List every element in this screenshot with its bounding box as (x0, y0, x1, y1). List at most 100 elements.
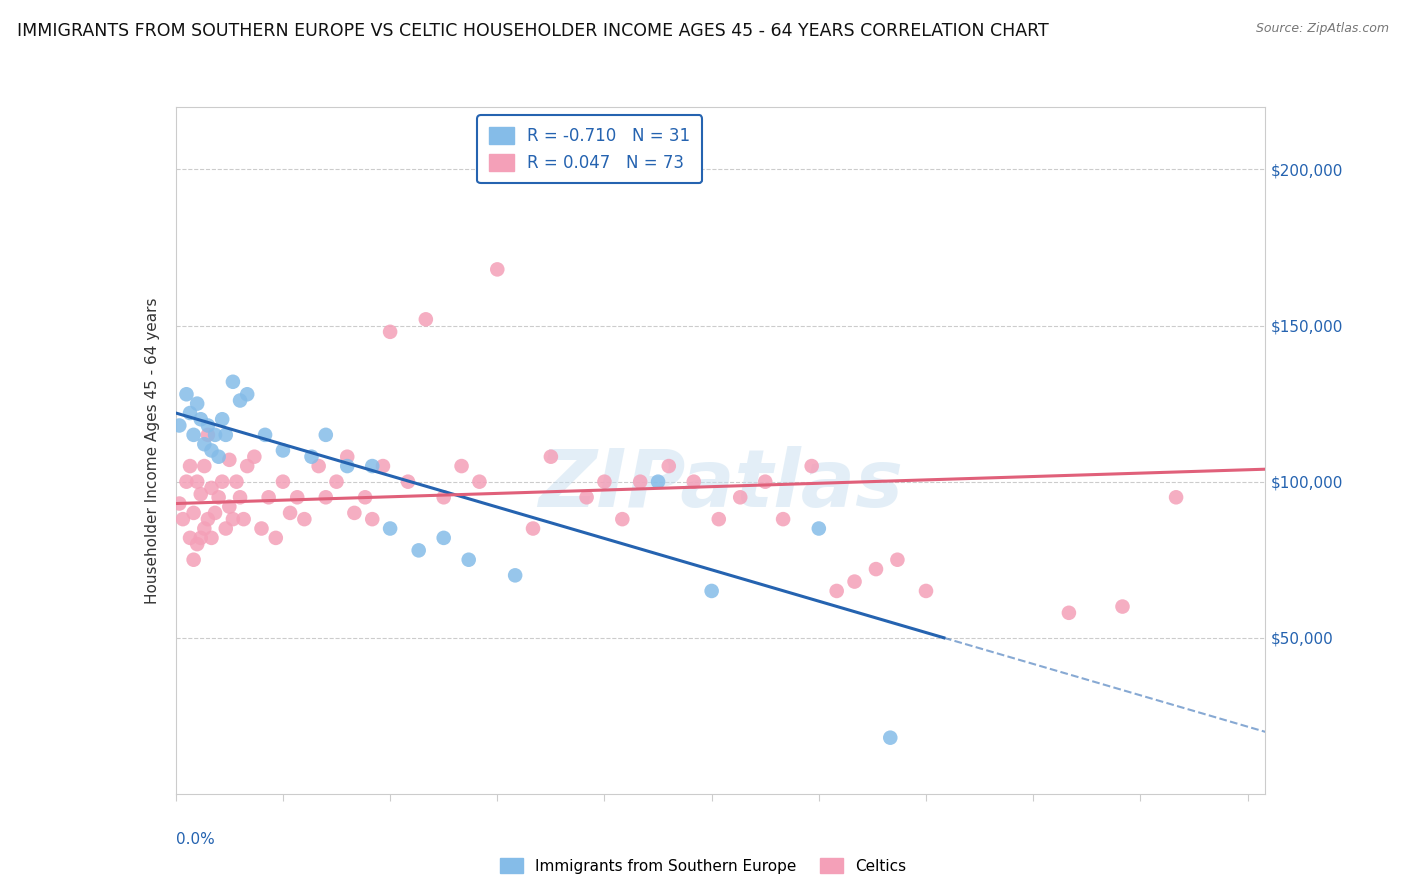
Text: IMMIGRANTS FROM SOUTHERN EUROPE VS CELTIC HOUSEHOLDER INCOME AGES 45 - 64 YEARS : IMMIGRANTS FROM SOUTHERN EUROPE VS CELTI… (17, 22, 1049, 40)
Point (186, 537, 208, 551)
Point (172, 512, 194, 526)
Point (285, 490, 308, 504)
Point (225, 475, 247, 489)
Point (682, 475, 704, 489)
Point (879, 731, 901, 745)
Point (575, 490, 598, 504)
Point (197, 512, 219, 526)
Point (292, 512, 315, 526)
Point (183, 552, 205, 567)
Point (807, 521, 830, 535)
Point (179, 458, 201, 473)
Point (186, 396, 208, 410)
Point (190, 412, 212, 426)
Point (361, 458, 384, 473)
Point (169, 496, 191, 510)
Point (844, 574, 866, 589)
Point (378, 521, 401, 535)
Point (232, 512, 254, 526)
Point (271, 443, 294, 458)
Point (211, 475, 233, 489)
Point (700, 583, 723, 598)
Point (450, 458, 472, 473)
Point (229, 393, 252, 408)
Point (197, 418, 219, 433)
Point (361, 512, 384, 526)
Point (800, 458, 823, 473)
Point (336, 458, 359, 473)
Point (628, 475, 651, 489)
Point (408, 543, 430, 558)
Point (325, 475, 347, 489)
Point (865, 562, 887, 576)
Point (354, 490, 377, 504)
Point (415, 312, 437, 326)
Text: 0.0%: 0.0% (176, 831, 215, 847)
Point (728, 490, 751, 504)
Point (193, 437, 215, 451)
Point (371, 458, 394, 473)
Point (190, 487, 212, 501)
Point (1164, 490, 1187, 504)
Point (315, 490, 337, 504)
Point (396, 475, 419, 489)
Point (457, 552, 479, 567)
Point (218, 500, 240, 514)
Point (707, 512, 730, 526)
Y-axis label: Householder Income Ages 45 - 64 years: Householder Income Ages 45 - 64 years (145, 297, 160, 604)
Point (308, 458, 330, 473)
Point (200, 443, 222, 458)
Point (236, 387, 259, 401)
Point (522, 521, 544, 535)
Point (215, 521, 238, 535)
Point (254, 427, 277, 442)
Point (197, 427, 219, 442)
Point (218, 452, 240, 467)
Point (190, 531, 212, 545)
Point (503, 568, 526, 582)
Point (222, 375, 245, 389)
Point (278, 506, 301, 520)
Point (378, 325, 401, 339)
Point (612, 512, 634, 526)
Point (271, 475, 294, 489)
Legend: R = -0.710   N = 31, R = 0.047   N = 73: R = -0.710 N = 31, R = 0.047 N = 73 (478, 115, 702, 184)
Point (250, 521, 273, 535)
Point (186, 475, 208, 489)
Point (257, 490, 280, 504)
Point (886, 552, 908, 567)
Point (264, 531, 287, 545)
Point (193, 521, 215, 535)
Point (215, 427, 238, 442)
Point (207, 490, 229, 504)
Point (176, 387, 198, 401)
Point (1057, 606, 1080, 620)
Point (772, 512, 794, 526)
Point (540, 450, 562, 464)
Point (825, 583, 848, 598)
Point (183, 427, 205, 442)
Point (754, 475, 776, 489)
Point (315, 427, 337, 442)
Point (169, 418, 191, 433)
Point (433, 531, 456, 545)
Text: Source: ZipAtlas.com: Source: ZipAtlas.com (1256, 22, 1389, 36)
Point (433, 490, 456, 504)
Point (301, 450, 323, 464)
Point (468, 475, 491, 489)
Point (486, 262, 509, 277)
Point (229, 490, 252, 504)
Point (658, 458, 681, 473)
Point (179, 406, 201, 420)
Point (200, 531, 222, 545)
Point (336, 450, 359, 464)
Point (647, 475, 669, 489)
Point (193, 458, 215, 473)
Point (200, 481, 222, 495)
Point (179, 531, 201, 545)
Point (222, 512, 245, 526)
Point (183, 506, 205, 520)
Text: ZIPatlas: ZIPatlas (538, 446, 903, 524)
Point (211, 412, 233, 426)
Point (243, 450, 266, 464)
